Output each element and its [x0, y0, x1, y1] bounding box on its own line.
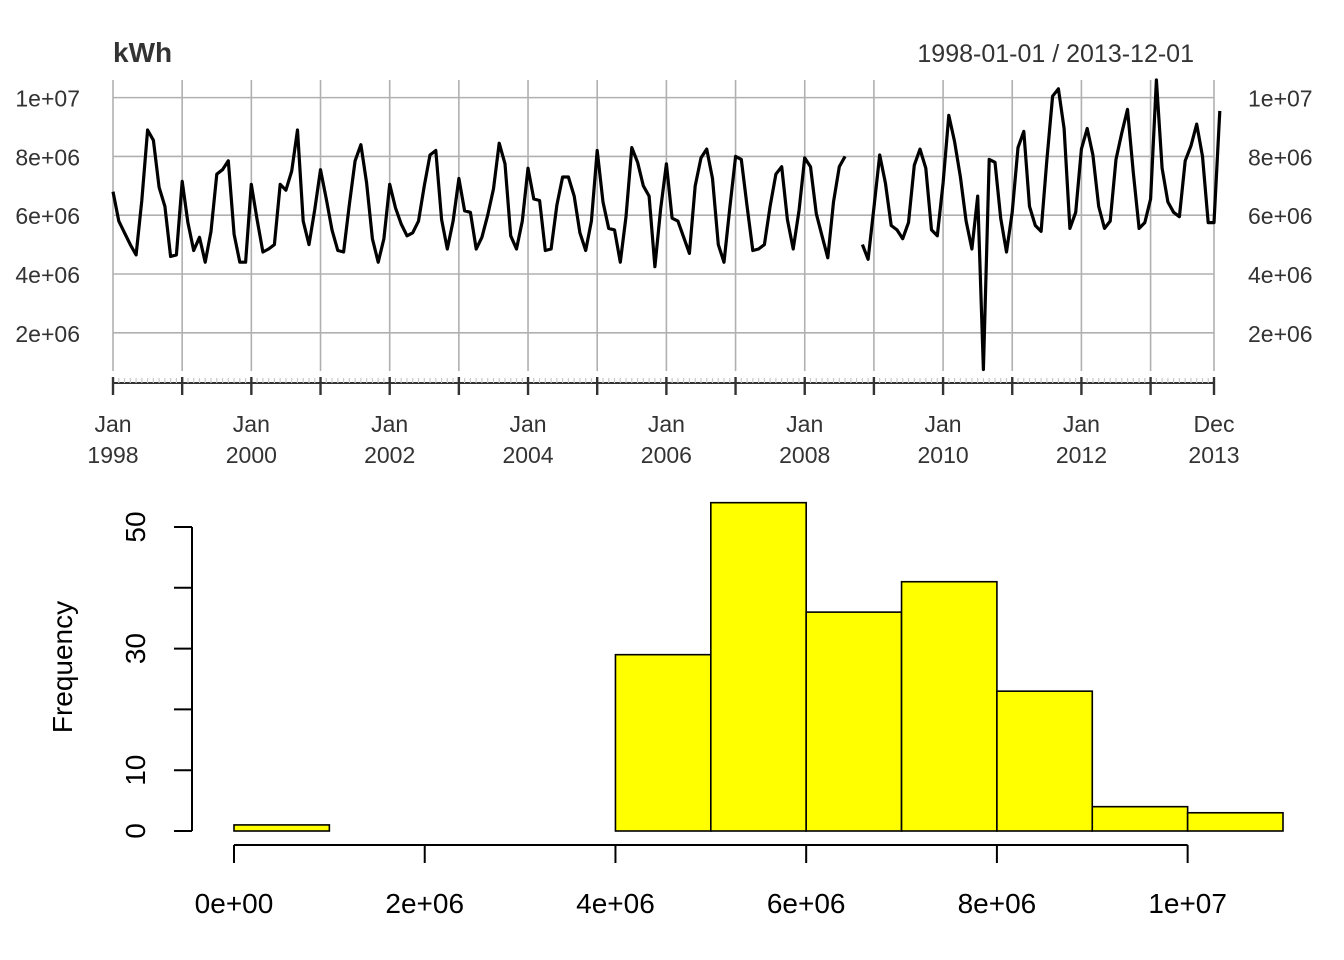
time-series-y-tick-label-right: 4e+06	[1248, 262, 1313, 288]
histogram-bar	[996, 690, 1094, 832]
histogram-x-tick-label: 0e+00	[195, 888, 274, 919]
time-series-line-segment	[111, 128, 847, 269]
histogram-bar	[233, 824, 331, 832]
time-series-x-tick-label: Jan	[1063, 411, 1100, 437]
time-series-title: kWh	[113, 37, 172, 68]
histogram-bars	[233, 501, 1284, 832]
histogram-x-tick-label: 6e+06	[767, 888, 846, 919]
time-series-panel: kWh 1998-01-01 / 2013-12-01 2e+06 4e+06 6e…	[15, 37, 1312, 468]
histogram-bar	[710, 501, 807, 832]
histogram-y-tick-label: 30	[120, 633, 151, 664]
time-series-x-tick-label: 2002	[364, 442, 415, 468]
histogram-x-tick-label: 1e+07	[1148, 888, 1227, 919]
time-series-x-tick-label: Jan	[94, 411, 131, 437]
time-series-y-tick-label-left: 8e+06	[15, 144, 80, 170]
histogram-y-tick-label: 50	[120, 511, 151, 542]
time-series-x-tick-label: 2000	[226, 442, 277, 468]
time-series-grid	[112, 80, 1215, 371]
time-series-line-segment	[860, 78, 1222, 372]
time-series-date-range: 1998-01-01 / 2013-12-01	[917, 40, 1194, 68]
histogram-y-axis: 0 10 30 50	[120, 511, 193, 839]
histogram-y-tick-label: 0	[120, 823, 151, 839]
time-series-x-tick-label: 2012	[1056, 442, 1107, 468]
histogram-bar	[1186, 811, 1284, 832]
time-series-y-tick-label-right: 2e+06	[1248, 321, 1313, 347]
histogram-bar	[900, 580, 998, 832]
histogram-bar	[1091, 805, 1189, 832]
time-series-x-tick-label: Jan	[786, 411, 823, 437]
time-series-y-tick-label-left: 1e+07	[15, 86, 80, 112]
histogram-x-tick-label: 8e+06	[958, 888, 1037, 919]
time-series-x-tick-label: Jan	[925, 411, 962, 437]
time-series-x-tick-label: 2004	[502, 442, 553, 468]
histogram-x-tick-label: 4e+06	[576, 888, 655, 919]
histogram-x-tick-label: 2e+06	[385, 888, 464, 919]
time-series-y-axis-left: 2e+06 4e+06 6e+06 8e+06 1e+07	[15, 86, 80, 347]
histogram-bar	[805, 611, 903, 832]
histogram-x-axis: 0e+00 2e+06 4e+06 6e+06 8e+06 1e+07	[195, 844, 1227, 919]
histogram-panel: Frequency 0 10 30 50 0e+00 2e+06 4e+06 6e+06 8e…	[47, 501, 1284, 919]
time-series-x-tick-label: Jan	[371, 411, 408, 437]
time-series-y-axis-right: 2e+06 4e+06 6e+06 8e+06 1e+07	[1248, 86, 1313, 347]
time-series-y-tick-label-right: 1e+07	[1248, 86, 1313, 112]
time-series-y-tick-label-left: 6e+06	[15, 203, 80, 229]
time-series-x-tick-label: 2008	[779, 442, 830, 468]
time-series-line	[111, 78, 1222, 372]
time-series-y-tick-label-left: 2e+06	[15, 321, 80, 347]
time-series-x-tick-label: 2010	[917, 442, 968, 468]
time-series-x-tick-label: 2006	[641, 442, 692, 468]
time-series-x-axis: Jan 1998 Jan 2000 Jan 2002 Jan 2004 Jan 2006 Jan 20…	[87, 377, 1240, 468]
time-series-y-tick-label-left: 4e+06	[15, 262, 80, 288]
histogram-y-axis-label: Frequency	[47, 601, 78, 733]
time-series-x-tick-label: Jan	[233, 411, 270, 437]
histogram-y-tick-label: 10	[120, 755, 151, 786]
time-series-y-tick-label-right: 6e+06	[1248, 203, 1313, 229]
time-series-y-tick-label-right: 8e+06	[1248, 144, 1313, 170]
time-series-x-tick-label: 1998	[87, 442, 138, 468]
histogram-bar	[614, 653, 712, 832]
time-series-x-tick-label: Dec	[1194, 411, 1235, 437]
time-series-x-tick-label: Jan	[648, 411, 685, 437]
time-series-x-tick-label: Jan	[509, 411, 546, 437]
time-series-x-tick-label: 2013	[1188, 442, 1239, 468]
